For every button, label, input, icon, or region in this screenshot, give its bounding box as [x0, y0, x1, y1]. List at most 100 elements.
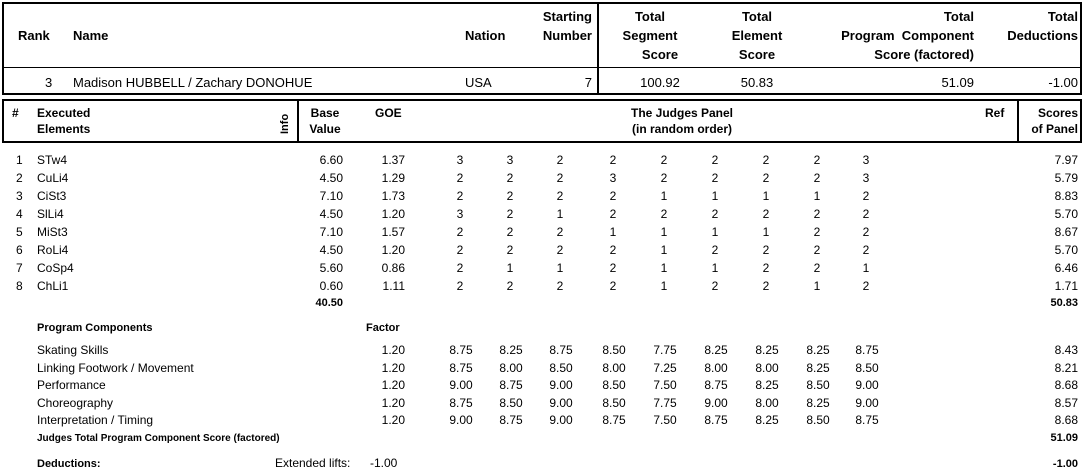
element-panel-score: 5.70 — [1054, 207, 1078, 221]
pc-total-label: Judges Total Program Component Score (fa… — [37, 433, 280, 444]
skater-nation: USA — [465, 75, 492, 90]
element-judge-score: 2 — [813, 207, 821, 221]
pc-judge-score: 8.50 — [602, 343, 626, 357]
element-num: 8 — [16, 279, 23, 293]
element-judge-score: 2 — [506, 207, 514, 221]
header-starting-number-1: Starting — [542, 9, 592, 24]
skater-deductions: -1.00 — [1048, 75, 1078, 90]
element-judge-score: 2 — [609, 243, 617, 257]
pc-title: Program Components — [37, 322, 153, 334]
element-num: 5 — [16, 225, 23, 239]
pc-total-score: 51.09 — [1050, 432, 1078, 444]
element-judge-score: 1 — [556, 261, 564, 275]
element-judge-score: 2 — [609, 261, 617, 275]
header-tss-1: Total — [634, 9, 666, 24]
element-judge-score: 1 — [506, 261, 514, 275]
element-judge-score: 2 — [609, 279, 617, 293]
header-rank: Rank — [18, 28, 50, 43]
element-panel-score: 7.97 — [1054, 153, 1078, 167]
element-judge-score: 2 — [813, 171, 821, 185]
element-base: 6.60 — [319, 153, 343, 167]
header-name: Name — [73, 28, 109, 43]
element-base: 0.60 — [319, 279, 343, 293]
element-judge-score: 1 — [660, 243, 668, 257]
skater-name: Madison HUBBELL / Zachary DONOHUE — [73, 75, 313, 90]
element-goe: 1.37 — [381, 153, 405, 167]
element-judge-score: 3 — [862, 153, 870, 167]
pc-judge-score: 8.75 — [499, 413, 523, 427]
element-judge-score: 1 — [813, 279, 821, 293]
header-left-border — [2, 2, 4, 94]
element-judge-score: 1 — [711, 189, 719, 203]
element-name: STw4 — [37, 153, 68, 167]
pc-panel-score: 8.21 — [1054, 361, 1078, 375]
header-judges-panel-2: (in random order) — [631, 122, 732, 136]
skater-tss: 100.92 — [640, 75, 680, 90]
pc-name: Interpretation / Timing — [37, 413, 154, 427]
pc-judge-score: 7.50 — [653, 413, 677, 427]
pc-judge-score: 9.00 — [549, 413, 573, 427]
element-goe: 1.73 — [381, 189, 405, 203]
pc-judge-score: 9.00 — [449, 413, 473, 427]
element-judge-score: 1 — [609, 225, 617, 239]
pc-judge-score: 8.00 — [704, 361, 728, 375]
pc-judge-score: 7.75 — [653, 343, 677, 357]
element-judge-score: 1 — [660, 261, 668, 275]
element-judge-score: 2 — [556, 153, 564, 167]
pc-judge-score: 8.75 — [855, 343, 879, 357]
element-judge-score: 1 — [762, 189, 770, 203]
element-goe: 0.86 — [381, 261, 405, 275]
pc-panel-score: 8.68 — [1054, 378, 1078, 392]
deductions-total: -1.00 — [1052, 458, 1078, 470]
pc-judge-score: 8.25 — [704, 343, 728, 357]
element-base: 4.50 — [319, 243, 343, 257]
element-judge-score: 3 — [456, 207, 464, 221]
pc-judge-score: 8.75 — [704, 413, 728, 427]
element-num: 3 — [16, 189, 23, 203]
element-judge-score: 2 — [862, 189, 870, 203]
element-judge-score: 2 — [556, 189, 564, 203]
element-num: 4 — [16, 207, 23, 221]
pc-factor: 1.20 — [381, 361, 405, 375]
pc-judge-score: 8.00 — [755, 396, 779, 410]
element-judge-score: 2 — [762, 207, 770, 221]
element-judge-score: 2 — [813, 243, 821, 257]
pc-judge-score: 9.00 — [549, 396, 573, 410]
elements-total-score: 50.83 — [1050, 297, 1078, 309]
deductions-item-value: -1.00 — [370, 456, 398, 470]
pc-judge-score: 8.50 — [602, 378, 626, 392]
skater-starting-number: 7 — [584, 75, 592, 90]
element-judge-score: 2 — [660, 207, 668, 221]
header-bottom-border — [2, 93, 1082, 95]
pc-judge-score: 8.25 — [755, 378, 779, 392]
header-num: # — [12, 106, 19, 120]
element-judge-score: 2 — [862, 279, 870, 293]
element-name: CuLi4 — [37, 171, 69, 185]
pc-judge-score: 8.25 — [499, 343, 523, 357]
element-judge-score: 2 — [711, 279, 719, 293]
element-base: 7.10 — [319, 189, 343, 203]
pc-judge-score: 9.00 — [855, 378, 879, 392]
element-judge-score: 2 — [506, 189, 514, 203]
element-judge-score: 3 — [862, 171, 870, 185]
header-tes-1: Total — [741, 9, 773, 24]
element-judge-score: 2 — [762, 279, 770, 293]
element-judge-score: 2 — [609, 189, 617, 203]
pc-judge-score: 9.00 — [704, 396, 728, 410]
header-tes-3: Score — [738, 47, 776, 62]
header-scores-1: Scores — [1037, 106, 1078, 120]
element-judge-score: 1 — [862, 261, 870, 275]
element-judge-score: 2 — [556, 279, 564, 293]
header-goe: GOE — [375, 106, 402, 120]
skater-pcs: 51.09 — [941, 75, 974, 90]
deductions-item: Extended lifts: — [275, 456, 351, 470]
pc-judge-score: 8.50 — [602, 396, 626, 410]
pc-judge-score: 8.25 — [755, 343, 779, 357]
pc-panel-score: 8.57 — [1054, 396, 1078, 410]
pc-panel-score: 8.43 — [1054, 343, 1078, 357]
element-panel-score: 8.67 — [1054, 225, 1078, 239]
pc-judge-score: 8.75 — [855, 413, 879, 427]
element-judge-score: 2 — [609, 153, 617, 167]
pc-judge-score: 8.00 — [602, 361, 626, 375]
pc-judge-score: 8.25 — [806, 361, 830, 375]
